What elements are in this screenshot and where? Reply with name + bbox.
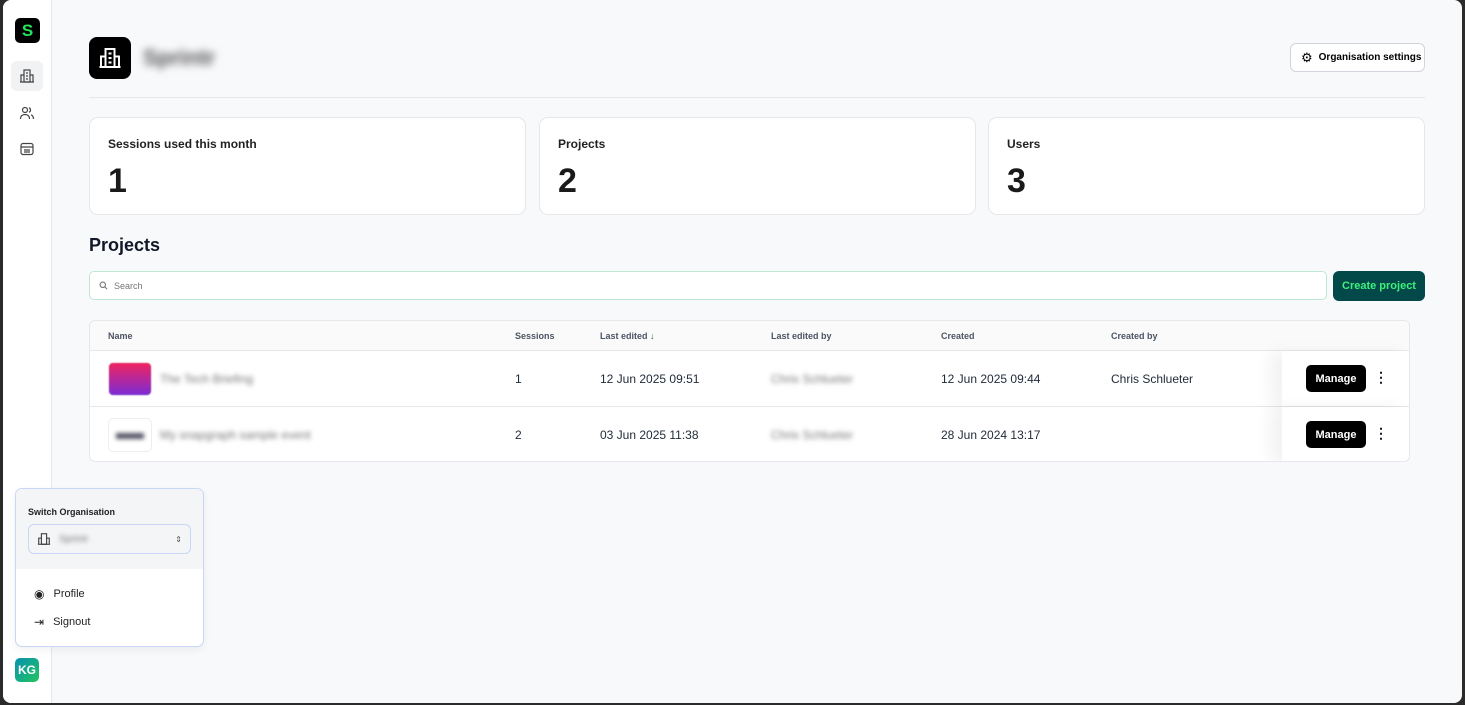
search-icon [99,281,108,290]
app-logo[interactable]: S [15,18,40,43]
user-avatar[interactable]: KG [15,658,39,682]
sidebar-item-organisation[interactable] [11,61,43,91]
projects-table: Name Sessions Last edited ↓ Last edited … [89,320,1410,462]
organisation-select[interactable]: Sprintr ⇕ [28,524,191,554]
projects-heading: Projects [89,235,161,255]
database-icon [20,142,34,156]
switch-organisation-label: Switch Organisation [28,507,116,517]
stat-label: Users [1007,137,1041,151]
stat-value: 2 [558,162,577,200]
row-actions: Manage ⋮ [1282,351,1409,406]
project-thumbnail [108,362,152,396]
sessions-count: 1 [515,372,522,386]
signout-icon: ⇥ [34,615,45,629]
signout-label: Signout [53,616,91,628]
sidebar-item-billing[interactable] [11,134,43,164]
organisation-settings-button[interactable]: ⚙ Organisation settings [1290,43,1425,72]
divider [89,97,1425,98]
created: 28 Jun 2024 13:17 [941,428,1041,442]
sessions-count: 2 [515,428,522,442]
column-sessions[interactable]: Sessions [515,331,555,341]
building-icon [37,533,51,545]
created: 12 Jun 2025 09:44 [941,372,1041,386]
menu-item-signout[interactable]: ⇥ Signout [34,615,90,629]
column-name[interactable]: Name [108,331,133,341]
stat-value: 3 [1007,162,1026,200]
chevron-up-down-icon: ⇕ [175,534,182,544]
stat-label: Sessions used this month [108,137,257,151]
users-icon [19,106,35,120]
column-created[interactable]: Created [941,331,975,341]
stat-card-projects: Projects 2 [539,117,976,215]
last-edited-by: Chris Schlueter [771,428,854,442]
profile-label: Profile [53,588,85,600]
building-icon [20,69,34,83]
last-edited: 03 Jun 2025 11:38 [600,428,699,442]
more-options-icon[interactable]: ⋮ [1374,369,1388,385]
create-project-button[interactable]: Create project [1333,271,1425,301]
stat-card-users: Users 3 [988,117,1425,215]
user-menu-popup: Switch Organisation Sprintr ⇕ ◉ Profile … [15,488,204,647]
selected-org: Sprintr [59,533,89,545]
project-name[interactable]: The Tech Briefing [160,372,254,386]
search-box[interactable] [89,271,1327,300]
last-edited-by: Chris Schlueter [771,372,854,386]
building-icon [99,48,121,68]
org-logo [89,37,131,79]
user-circle-icon: ◉ [34,587,45,601]
more-options-icon[interactable]: ⋮ [1374,425,1388,441]
column-last-edited-by[interactable]: Last edited by [771,331,832,341]
org-name: Sprintr [143,45,216,70]
table-row[interactable]: My snapgraph sample event 2 03 Jun 2025 … [90,407,1409,461]
project-name[interactable]: My snapgraph sample event [160,428,311,442]
row-actions: Manage ⋮ [1282,407,1409,461]
manage-button[interactable]: Manage [1306,421,1366,448]
created-by: Chris Schlueter [1111,372,1194,386]
stat-value: 1 [108,162,127,200]
table-header: Name Sessions Last edited ↓ Last edited … [90,321,1409,351]
column-last-edited[interactable]: Last edited ↓ [600,331,655,341]
last-edited: 12 Jun 2025 09:51 [600,372,700,386]
sidebar-item-users[interactable] [11,98,43,128]
menu-item-profile[interactable]: ◉ Profile [34,587,85,601]
column-created-by[interactable]: Created by [1111,331,1158,341]
settings-label: Organisation settings [1318,52,1422,63]
manage-button[interactable]: Manage [1306,365,1366,392]
app-window: S KG Sprintr ⚙ Organisation settings Ses… [3,0,1462,703]
stat-card-sessions: Sessions used this month 1 [89,117,526,215]
search-input[interactable] [114,280,1219,291]
project-thumbnail [108,418,152,452]
table-row[interactable]: The Tech Briefing 1 12 Jun 2025 09:51 Ch… [90,351,1409,407]
gear-icon: ⚙ [1301,49,1313,65]
stat-label: Projects [558,137,606,151]
